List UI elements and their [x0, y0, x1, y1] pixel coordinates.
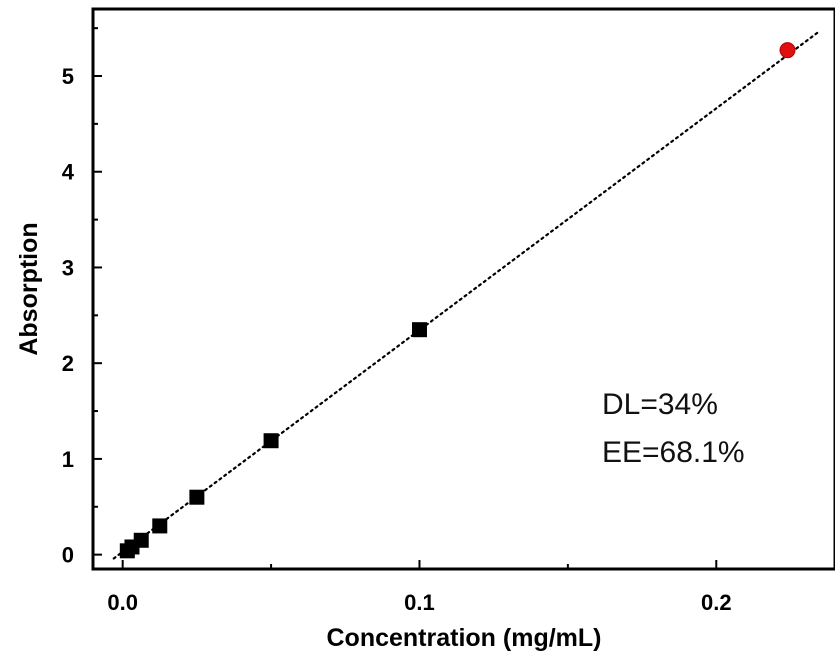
fit-line-group	[112, 31, 819, 560]
plot-frame	[91, 7, 835, 571]
y-tick-label: 5	[62, 64, 74, 89]
y-tick-label: 1	[62, 447, 74, 472]
x-tick-label: 0.1	[404, 590, 435, 615]
data-point-square	[133, 532, 149, 548]
x-tick-label: 0.0	[107, 590, 138, 615]
data-point-square	[411, 322, 427, 338]
y-tick-label: 3	[62, 255, 74, 280]
y-tick-label: 0	[62, 543, 74, 568]
data-points	[119, 42, 796, 559]
data-point-circle	[779, 42, 796, 59]
annotation-dl: DL=34%	[602, 388, 718, 421]
annotation-ee: EE=68.1%	[602, 436, 745, 469]
x-axis-title: Concentration (mg/mL)	[327, 624, 602, 652]
y-tick-label: 2	[62, 351, 74, 376]
plot-area-border	[91, 7, 835, 571]
y-tick-label: 4	[62, 160, 75, 185]
axis-ticks: 0.0 0.1 0.2 0 1 2 3 4 5	[62, 27, 732, 615]
fit-line	[112, 31, 819, 560]
data-point-square	[189, 489, 205, 505]
data-point-square	[152, 518, 168, 534]
data-point-square	[263, 433, 279, 449]
y-axis-title: Absorption	[15, 222, 43, 355]
x-tick-label: 0.2	[701, 590, 732, 615]
